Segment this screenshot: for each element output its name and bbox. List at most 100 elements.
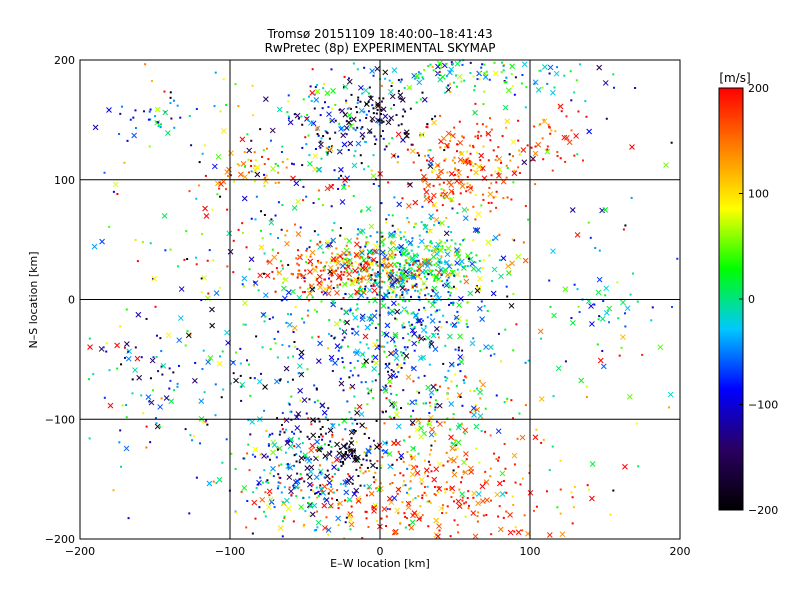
- data-point: [502, 64, 505, 67]
- data-point: [390, 392, 393, 395]
- data-point: [304, 136, 307, 139]
- data-point-cross: [270, 165, 276, 172]
- data-point-cross: [407, 181, 413, 188]
- data-point: [502, 69, 505, 72]
- data-point-cross: [416, 515, 422, 522]
- data-point: [277, 201, 280, 204]
- data-point: [298, 486, 301, 489]
- data-point: [404, 110, 407, 113]
- data-point-cross: [327, 502, 334, 509]
- data-point: [407, 492, 410, 495]
- data-point: [434, 403, 437, 406]
- data-point: [169, 91, 172, 94]
- data-point: [477, 511, 480, 514]
- data-point-cross: [532, 434, 539, 441]
- data-point-cross: [380, 303, 387, 309]
- data-point-cross: [338, 126, 344, 132]
- data-point: [278, 379, 281, 382]
- data-point: [542, 158, 545, 161]
- data-point: [302, 98, 305, 101]
- data-point: [346, 107, 349, 110]
- data-point: [668, 406, 671, 409]
- data-point: [411, 143, 414, 146]
- data-point: [478, 165, 481, 168]
- data-point: [670, 141, 673, 144]
- data-point: [433, 408, 436, 411]
- data-point: [363, 451, 366, 454]
- data-point: [286, 463, 289, 466]
- data-point: [404, 526, 407, 529]
- data-point: [185, 230, 188, 233]
- data-point: [538, 69, 541, 72]
- data-point: [326, 153, 329, 156]
- data-point: [400, 351, 403, 354]
- data-point: [377, 119, 380, 122]
- data-point-cross: [346, 477, 352, 484]
- data-point-cross: [267, 259, 273, 265]
- data-point-cross: [165, 332, 172, 339]
- data-point: [338, 327, 341, 330]
- data-point-cross: [336, 273, 343, 279]
- data-point: [395, 438, 398, 441]
- data-point-cross: [125, 355, 132, 362]
- data-point: [420, 221, 423, 224]
- data-point-cross: [368, 490, 375, 497]
- data-point-cross: [257, 272, 264, 279]
- data-point-cross: [216, 476, 223, 483]
- data-point: [299, 430, 302, 433]
- data-point-cross: [368, 223, 375, 230]
- data-point-cross: [510, 139, 517, 145]
- data-point: [465, 158, 468, 161]
- data-point-cross: [657, 344, 664, 351]
- data-point: [367, 165, 370, 168]
- data-point: [396, 271, 399, 274]
- data-point: [376, 293, 379, 296]
- data-point: [374, 143, 377, 146]
- data-point: [380, 236, 383, 239]
- data-point: [351, 452, 354, 455]
- data-point: [403, 86, 406, 89]
- data-point-cross: [306, 458, 313, 464]
- data-point-cross: [292, 479, 299, 486]
- data-point: [421, 514, 424, 517]
- data-point: [418, 296, 421, 299]
- data-point: [333, 472, 336, 475]
- data-point: [325, 261, 328, 264]
- data-point: [403, 280, 406, 283]
- data-point: [457, 321, 460, 324]
- data-point: [453, 519, 456, 522]
- data-point-cross: [227, 248, 234, 255]
- data-point: [470, 161, 473, 164]
- data-point-cross: [496, 172, 502, 179]
- data-point: [602, 300, 605, 303]
- data-point: [363, 110, 366, 113]
- data-point: [159, 337, 162, 340]
- data-point: [339, 234, 342, 237]
- data-point-cross: [439, 220, 445, 226]
- data-point: [408, 324, 411, 327]
- data-point: [450, 496, 453, 499]
- data-point: [434, 383, 437, 386]
- data-point-cross: [283, 276, 289, 283]
- data-point: [521, 477, 524, 480]
- data-point: [445, 216, 448, 219]
- data-point: [510, 399, 513, 402]
- data-point: [308, 458, 311, 461]
- data-point: [481, 168, 484, 171]
- data-point: [357, 266, 360, 269]
- data-point: [350, 269, 353, 272]
- data-point-cross: [326, 480, 333, 486]
- data-point: [368, 437, 371, 440]
- data-point: [415, 101, 418, 104]
- data-point: [277, 330, 280, 333]
- data-point: [309, 85, 312, 88]
- data-point-cross: [391, 67, 398, 74]
- colorbar-tick-label: 0: [748, 293, 755, 306]
- data-point: [102, 346, 105, 349]
- data-point-cross: [346, 496, 353, 503]
- data-point-cross: [213, 290, 220, 296]
- data-point: [366, 255, 369, 258]
- data-point: [148, 110, 151, 113]
- data-point: [452, 469, 455, 472]
- data-point-cross: [463, 451, 469, 457]
